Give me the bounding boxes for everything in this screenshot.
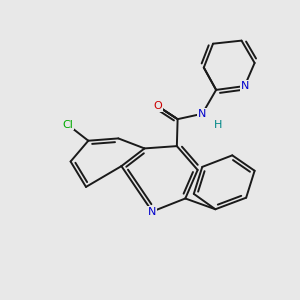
Text: O: O — [153, 101, 162, 111]
Text: H: H — [214, 120, 222, 130]
Text: N: N — [148, 207, 156, 217]
Text: Cl: Cl — [62, 119, 73, 130]
Text: N: N — [198, 109, 206, 119]
Text: N: N — [240, 81, 249, 91]
